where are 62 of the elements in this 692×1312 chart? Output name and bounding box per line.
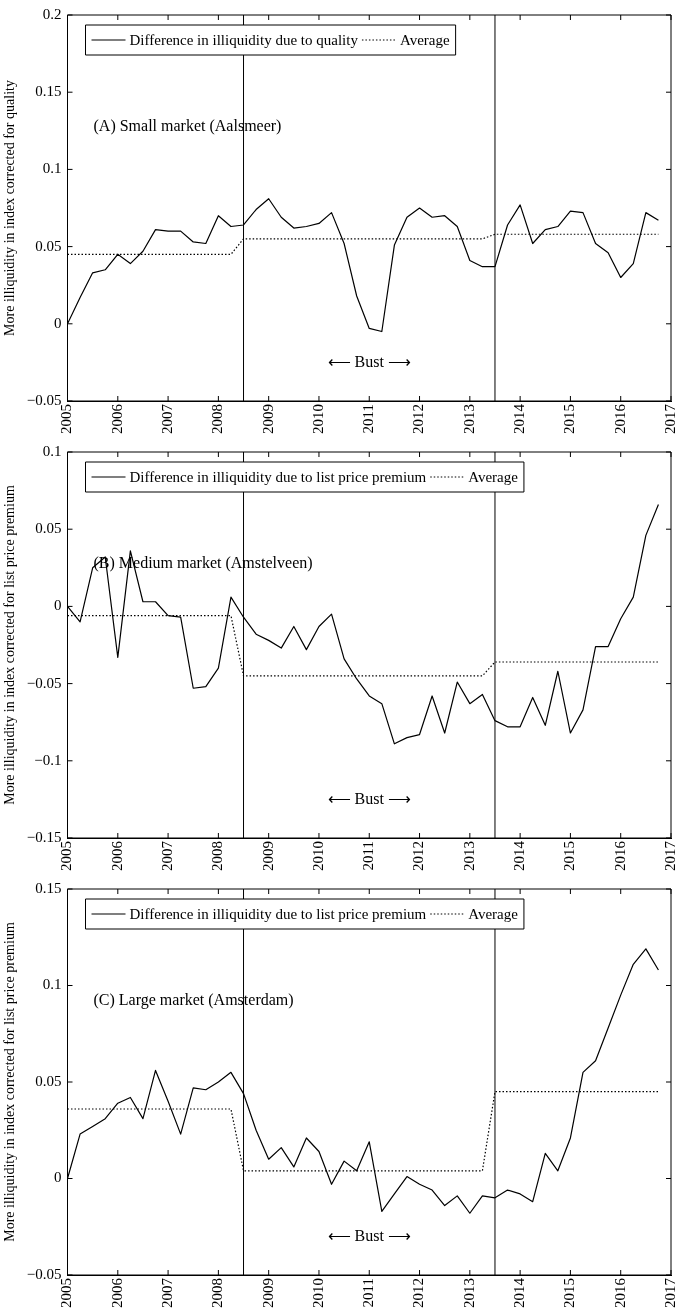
x-tick-label: 2008	[209, 404, 226, 434]
x-tick-label: 2010	[309, 1278, 326, 1308]
x-tick-label: 2015	[561, 404, 578, 434]
x-tick-label: 2013	[460, 1278, 477, 1308]
legend-label: Difference in illiquidity due to quality	[129, 31, 359, 48]
x-tick-label: 2016	[611, 403, 628, 434]
x-tick-label: 2009	[259, 841, 276, 871]
x-tick-label: 2014	[511, 1277, 528, 1308]
y-tick-label: 0.2	[42, 5, 62, 22]
y-tick-label: 0.1	[42, 160, 62, 177]
x-tick-label: 2007	[159, 840, 176, 871]
x-tick-label: 2012	[410, 404, 427, 434]
x-tick-label: 2012	[410, 841, 427, 871]
y-tick-label: 0.05	[35, 520, 62, 537]
x-tick-label: 2010	[309, 841, 326, 871]
y-tick-label: 0.1	[42, 442, 62, 459]
x-tick-label: 2006	[108, 403, 125, 434]
annotation: ⟵ Bust ⟶	[327, 1226, 411, 1244]
x-tick-label: 2015	[561, 1278, 578, 1308]
x-tick-label: 2008	[209, 1278, 226, 1308]
x-tick-label: 2007	[159, 403, 176, 434]
x-tick-label: 2006	[108, 1277, 125, 1308]
x-tick-label: 2016	[611, 840, 628, 871]
y-tick-label: −0.1	[34, 751, 62, 768]
annotation: ⟵ Bust ⟶	[327, 789, 411, 807]
y-tick-label: 0	[54, 314, 62, 331]
x-tick-label: 2017	[661, 1277, 678, 1308]
legend-label: Difference in illiquidity due to list price premium	[129, 468, 427, 485]
y-axis-title: More illiquidity in index corrected for list price premium	[2, 485, 18, 805]
x-tick-label: 2006	[108, 840, 125, 871]
legend-label: Average	[468, 905, 519, 922]
x-tick-label: 2014	[511, 403, 528, 434]
y-axis-title: More illiquidity in index corrected for list price premium	[2, 922, 18, 1242]
legend-label: Difference in illiquidity due to list price premium	[129, 905, 427, 922]
x-tick-label: 2013	[460, 404, 477, 434]
y-tick-label: 0.1	[42, 976, 62, 993]
legend-label: Average	[399, 31, 450, 48]
annotation: ⟵ Bust ⟶	[327, 352, 411, 370]
x-tick-label: 2009	[259, 404, 276, 434]
x-tick-label: 2007	[159, 1277, 176, 1308]
y-tick-label: 0.05	[35, 1072, 62, 1089]
y-tick-label: −0.05	[26, 674, 62, 691]
x-tick-label: 2017	[661, 840, 678, 871]
x-tick-label: 2010	[309, 404, 326, 434]
x-tick-label: 2011	[360, 841, 377, 871]
x-tick-label: 2016	[611, 1277, 628, 1308]
x-tick-label: 2017	[661, 403, 678, 434]
x-tick-label: 2014	[511, 840, 528, 871]
x-tick-label: 2011	[360, 404, 377, 434]
x-tick-label: 2008	[209, 841, 226, 871]
y-tick-label: 0.05	[35, 237, 62, 254]
legend-label: Average	[468, 468, 519, 485]
x-tick-label: 2012	[410, 1278, 427, 1308]
x-tick-label: 2015	[561, 841, 578, 871]
y-tick-label: 0.15	[35, 879, 62, 896]
y-axis-title: More illiquidity in index corrected for quality	[2, 80, 18, 336]
x-tick-label: 2009	[259, 1278, 276, 1308]
y-tick-label: 0	[54, 597, 62, 614]
x-tick-label: 2013	[460, 841, 477, 871]
x-tick-label: 2011	[360, 1278, 377, 1308]
y-tick-label: 0.15	[35, 83, 62, 100]
y-tick-label: 0	[54, 1169, 62, 1186]
